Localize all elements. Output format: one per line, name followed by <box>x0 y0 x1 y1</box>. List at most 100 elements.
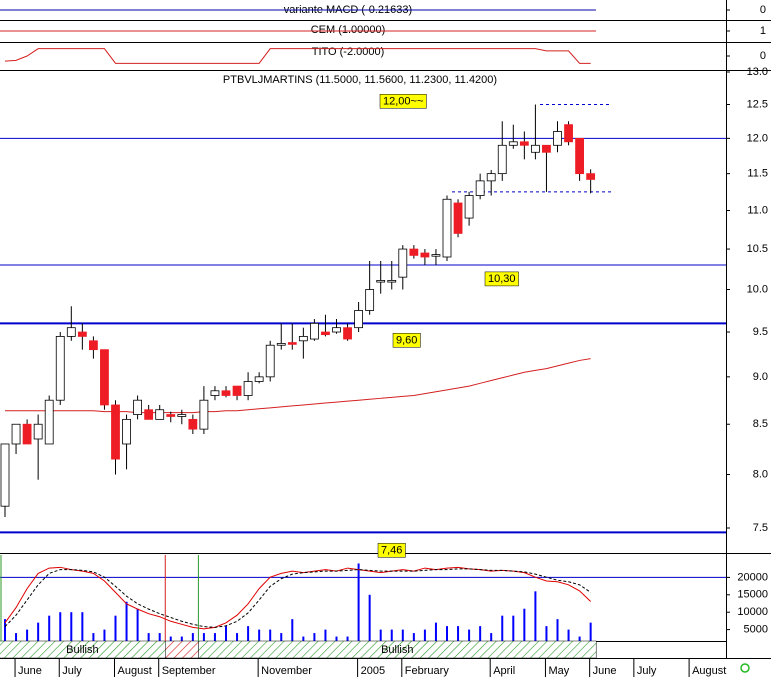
volume-bar <box>225 626 227 647</box>
moving-average <box>5 358 591 414</box>
candle-body <box>243 381 253 396</box>
candle-body <box>265 344 275 378</box>
candle-body <box>553 131 562 146</box>
volume-tick-label: 10000 <box>737 606 768 618</box>
volume-bar <box>501 615 504 647</box>
volume-bar <box>324 629 327 647</box>
y-tick-label: 11.0 <box>747 204 768 216</box>
candle-body <box>575 137 584 175</box>
level-label-text: 7,46 <box>381 544 402 556</box>
candle-body <box>166 414 176 417</box>
level-label-box <box>377 543 406 558</box>
candle-body <box>420 252 430 258</box>
candle-body <box>155 409 165 420</box>
candle-body <box>531 144 540 153</box>
x-tick-label: June <box>18 665 42 677</box>
indicator-title: CEM (1.00000) <box>311 24 386 36</box>
x-tick-label: May <box>548 665 569 677</box>
candle-body <box>309 322 319 340</box>
candle-body <box>354 310 364 329</box>
x-tick-label: July <box>62 665 82 677</box>
y-tick-label: 8.5 <box>753 418 768 430</box>
volume-bar <box>291 619 294 647</box>
candle-body <box>144 409 154 420</box>
candle-body <box>100 349 109 406</box>
candle-body <box>44 399 54 445</box>
indicator-title: TITO (-2.0000) <box>312 46 385 58</box>
level-label-text: 10,30 <box>488 273 516 285</box>
y-tick-label: 8.0 <box>753 468 768 480</box>
x-tick-label: April <box>493 665 515 677</box>
candle-body <box>387 280 397 283</box>
candle-body <box>188 418 198 430</box>
candle-body <box>332 327 341 333</box>
volume-bar <box>390 629 393 647</box>
x-tick-label: August <box>692 665 726 677</box>
volume-bar <box>423 629 426 647</box>
level-label-box <box>379 94 427 109</box>
volume-bar <box>213 633 216 647</box>
level-label-box <box>392 333 421 348</box>
candle-body <box>564 124 573 143</box>
candle-body <box>519 141 529 146</box>
volume-bar <box>37 622 40 647</box>
volume-bar <box>136 608 139 647</box>
candle-body <box>55 336 65 401</box>
candle-body <box>287 342 297 345</box>
volume-bar <box>457 626 460 647</box>
candle-body <box>321 331 330 336</box>
candle-body <box>298 336 308 342</box>
volume-bar <box>125 601 128 647</box>
y-tick-label: 12.0 <box>747 132 768 144</box>
candle-body <box>398 248 408 278</box>
candle-body <box>66 327 76 337</box>
candle-body <box>77 331 87 337</box>
volume-bar <box>158 633 161 647</box>
y-tick-label: 13.0 <box>747 66 768 78</box>
volume-bar <box>379 629 382 647</box>
indicator-tick-label: 0 <box>760 4 766 16</box>
level-label-text: 9,60 <box>396 334 417 346</box>
candle-body <box>586 173 596 180</box>
x-tick-label: July <box>637 665 657 677</box>
volume-bar <box>48 615 51 647</box>
volume-bar <box>236 633 239 647</box>
indicator-line <box>4 48 591 64</box>
candle-body <box>122 418 131 445</box>
candle-body <box>276 343 286 346</box>
candle-body <box>111 404 120 460</box>
level-label: 10,30 <box>484 271 519 287</box>
x-tick-label: June <box>593 665 617 677</box>
volume-bar <box>490 633 493 647</box>
level-label-text: 12,00~~ <box>383 95 423 107</box>
candle-body <box>486 173 496 182</box>
candle-body <box>464 195 474 219</box>
candle-body <box>442 198 452 258</box>
x-tick-label: September <box>162 665 216 677</box>
volume-bar <box>401 629 404 647</box>
indicator-tick-label: 0 <box>760 50 766 62</box>
volume-bar <box>589 622 592 647</box>
status-icon <box>740 663 750 673</box>
x-tick-label: August <box>118 665 152 677</box>
candle-body <box>232 385 242 396</box>
volume-bar <box>556 619 559 647</box>
volume-bar <box>202 633 205 647</box>
level-label: 9,60 <box>392 333 421 348</box>
candle-body <box>0 443 10 507</box>
volume-bar <box>512 615 515 647</box>
volume-bar <box>247 626 250 647</box>
y-tick-label: 7.5 <box>753 522 768 534</box>
candle-body <box>376 280 386 283</box>
candle-body <box>409 248 419 256</box>
candle-body <box>22 423 32 445</box>
y-tick-label: 12.5 <box>747 98 768 110</box>
trend-band <box>198 640 597 659</box>
y-tick-label: 10.5 <box>747 243 768 255</box>
candle-body <box>210 390 220 396</box>
volume-bar <box>446 626 448 647</box>
y-tick-label: 9.0 <box>753 371 768 383</box>
volume-tick-label: 20000 <box>737 571 768 583</box>
